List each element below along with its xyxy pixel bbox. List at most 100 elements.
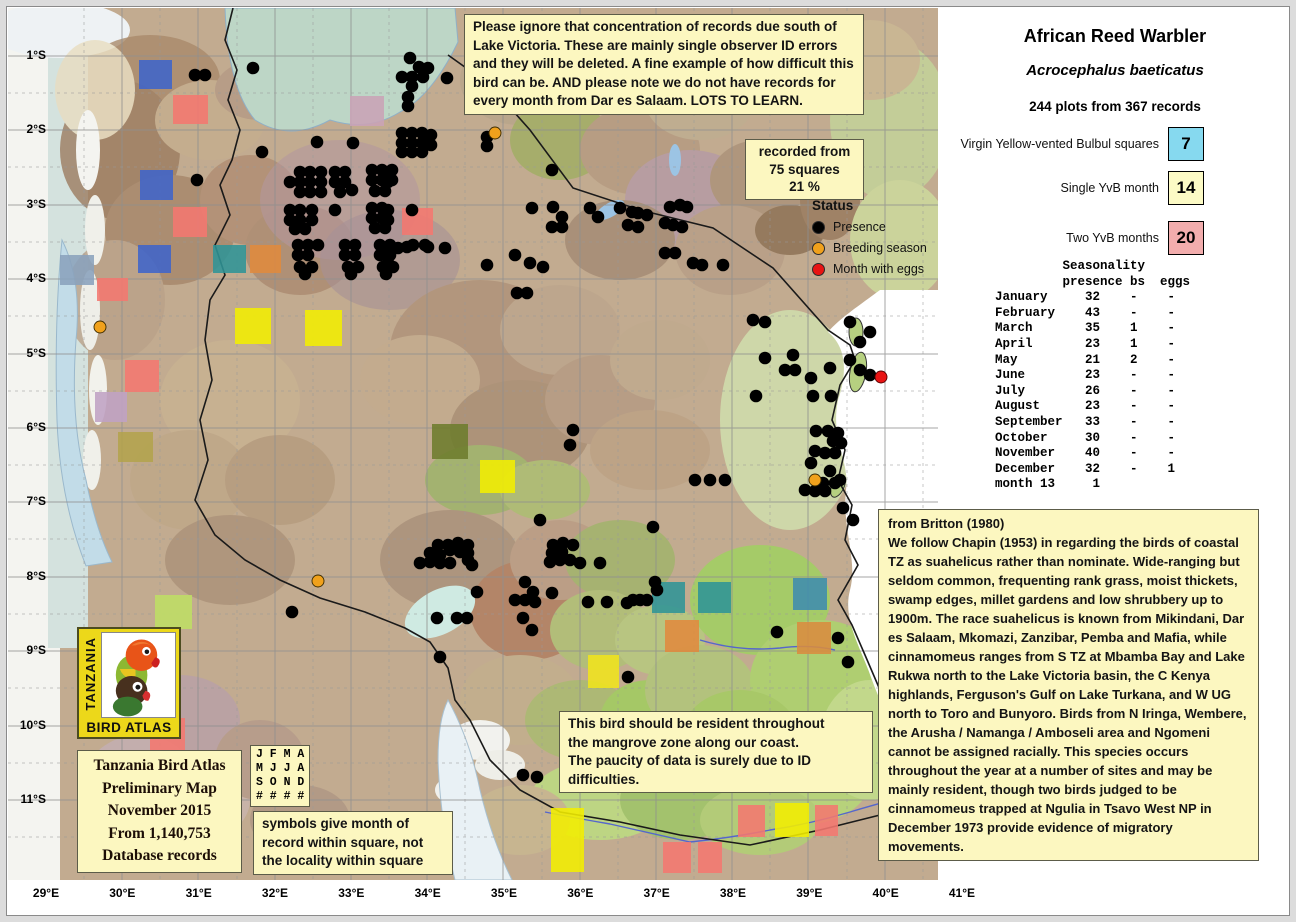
presence-dot — [338, 165, 352, 179]
presence-dot — [433, 650, 447, 664]
presence-dot — [808, 484, 822, 498]
presence-dot — [395, 126, 409, 140]
atlas-squares-layer — [60, 60, 925, 873]
presence-dot — [853, 335, 867, 349]
longitude-tick-label: 33°E — [338, 886, 365, 900]
status-dot-icon — [812, 220, 825, 234]
latitude-tick-label: 9°S — [26, 643, 46, 658]
seasonality-table: Seasonality presence bs eggs January 32 -… — [995, 259, 1190, 493]
plots-count: 244 plots from 367 records — [1029, 99, 1201, 114]
presence-dot — [516, 611, 530, 625]
presence-dot — [405, 136, 419, 150]
presence-dot — [613, 201, 627, 215]
presence-dot — [401, 99, 415, 113]
presence-dot — [328, 175, 342, 189]
presence-dot — [314, 185, 328, 199]
seasonality-row: August 23 - - — [995, 399, 1176, 414]
presence-dot — [421, 240, 435, 254]
atlas-square — [213, 245, 246, 273]
presence-dot — [600, 595, 614, 609]
species-latin-name: Acrocephalus baeticatus — [1026, 62, 1204, 79]
longitude-tick-label: 37°E — [643, 886, 670, 900]
presence-dot — [283, 175, 297, 189]
presence-dot — [563, 553, 577, 567]
longitude-tick-label: 34°E — [414, 886, 441, 900]
record-dots-layer — [93, 51, 912, 784]
presence-dot — [405, 70, 419, 84]
atlas-square — [432, 424, 468, 459]
presence-dot — [465, 558, 479, 572]
presence-dot — [583, 201, 597, 215]
seasonality-row: January 32 - - — [995, 290, 1176, 305]
presence-dot — [695, 258, 709, 272]
presence-dot — [443, 543, 457, 557]
presence-dot — [405, 145, 419, 159]
latitude-tick-label: 8°S — [26, 568, 46, 583]
presence-dot — [818, 446, 832, 460]
atlas-square — [138, 245, 171, 273]
presence-dot — [823, 361, 837, 375]
presence-dot — [516, 768, 530, 782]
seasonality-row: December 32 - 1 — [995, 461, 1176, 476]
atlas-square — [350, 96, 384, 126]
presence-dot — [338, 248, 352, 262]
status-label: Breeding season — [833, 241, 927, 255]
atlas-square — [305, 310, 342, 346]
presence-dot — [621, 218, 635, 232]
presence-dot — [798, 483, 812, 497]
presence-dot — [563, 438, 577, 452]
presence-dot — [405, 79, 419, 93]
presence-dot — [680, 200, 694, 214]
presence-dot — [668, 246, 682, 260]
presence-dot — [591, 210, 605, 224]
presence-dot — [430, 611, 444, 625]
atlas-square — [97, 278, 128, 301]
presence-dot — [545, 586, 559, 600]
latitude-tick-label: 11°S — [20, 792, 47, 806]
presence-dot — [640, 593, 654, 607]
presence-dot — [758, 351, 772, 365]
presence-dot — [405, 203, 419, 217]
presence-dot — [395, 136, 409, 150]
atlas-square — [173, 95, 208, 124]
presence-dot — [305, 203, 319, 217]
species-title: African Reed Warbler — [1023, 26, 1207, 46]
presence-dot — [828, 476, 842, 490]
presence-dot — [303, 165, 317, 179]
presence-dot — [379, 267, 393, 281]
presence-dot — [843, 315, 857, 329]
presence-dot — [824, 389, 838, 403]
presence-dot — [530, 770, 544, 784]
presence-dot — [545, 163, 559, 177]
breeding-season-dot — [93, 320, 107, 334]
presence-dot — [834, 436, 848, 450]
status-legend-item: Month with eggs — [812, 262, 927, 276]
presence-dot — [375, 201, 389, 215]
presence-dot — [621, 670, 635, 684]
top-note: Please ignore that concentration of reco… — [464, 14, 864, 115]
latitude-tick-label: 7°S — [26, 494, 46, 509]
presence-dot — [338, 238, 352, 252]
presence-dot — [415, 145, 429, 159]
atlas-square — [60, 255, 94, 285]
legend-label: Two YvB months — [1066, 231, 1159, 245]
longitude-tick-label: 35°E — [490, 886, 518, 900]
presence-dot — [365, 173, 379, 187]
presence-dot — [190, 173, 204, 187]
presence-dot — [631, 220, 645, 234]
presence-dot — [470, 585, 484, 599]
presence-dot — [378, 221, 392, 235]
presence-dot — [346, 136, 360, 150]
longitude-tick-label: 29°E — [32, 886, 60, 900]
presence-dot — [758, 315, 772, 329]
latitude-tick-label: 2°S — [26, 122, 46, 137]
resident-note: This bird should be resident throughout … — [559, 711, 873, 793]
seasonality-row: April 23 1 - — [995, 336, 1176, 351]
presence-dot — [480, 258, 494, 272]
presence-dot — [809, 424, 823, 438]
presence-dot — [718, 473, 732, 487]
presence-dot — [450, 611, 464, 625]
presence-dot — [348, 238, 362, 252]
longitude-tick-label: 38°E — [719, 886, 747, 900]
presence-dot — [546, 200, 560, 214]
